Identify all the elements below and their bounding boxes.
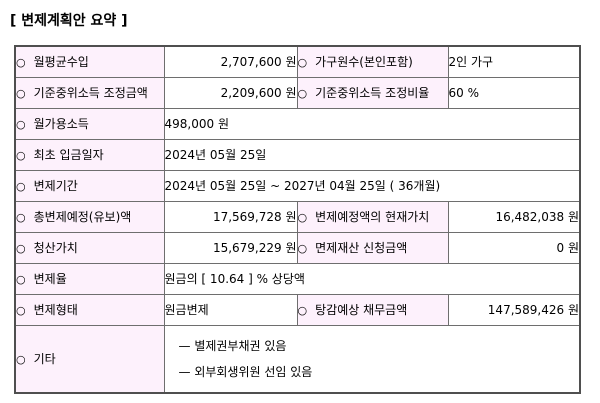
value-cell: 15,679,229 원 [163, 231, 298, 264]
circle-marker-icon: ○ [297, 56, 308, 70]
etc-notes: — 별제권부채권 있음 — 외부회생위원 선임 있음 [165, 337, 579, 380]
value-cell: 2,209,600 원 [163, 76, 298, 109]
row-median-income-adjusted-amount: ○ 기준중위소득 조정금액 2,209,600 원 ○ 기준중위소득 조정비율 60… [14, 76, 581, 109]
circle-marker-icon: ○ [16, 242, 26, 255]
label-text: 면제재산 신청금액 [315, 241, 408, 255]
label-cell: ○ 변제기간 [14, 169, 165, 202]
value-cell: 원금변제 [163, 293, 298, 326]
value-cell: 원금의 [ 10.64 ] % 상당액 [163, 262, 581, 295]
label-cell: ○ 변제율 [14, 262, 165, 295]
circle-marker-icon: ○ [297, 87, 308, 100]
row-etc: ○ 기타 — 별제권부채권 있음 — 외부회생위원 선임 있음 [14, 324, 581, 394]
label-text: 변제기간 [33, 179, 78, 193]
etc-note-line: — 외부회생위원 선임 있음 [178, 365, 313, 380]
label-cell: ○ 기타 [14, 324, 165, 394]
circle-marker-icon: ○ [16, 149, 26, 162]
label-text: 총변제예정(유보)액 [33, 210, 132, 224]
value-cell: 16,482,038 원 [447, 200, 581, 233]
label-cell: ○ 기준중위소득 조정금액 [14, 76, 165, 109]
circle-marker-icon: ○ [16, 304, 26, 317]
page-title: [ 변제계획안 요약 ] [10, 13, 128, 29]
circle-marker-icon: ○ [16, 118, 26, 131]
row-monthly-disposable-income: ○ 월가용소득 498,000 원 [14, 107, 581, 140]
label-cell: ○ 총변제예정(유보)액 [14, 200, 165, 233]
label-cell: ○ 면제재산 신청금액 [296, 231, 449, 264]
label-cell: ○ 월평균수입 [14, 45, 165, 78]
value-cell: 17,569,728 원 [163, 200, 298, 233]
repayment-plan-summary-table: ○ 월평균수입 2,707,600 원 ○ 가구원수(본인포함) 2인 가구 ○ 기준… [14, 45, 581, 394]
label-text: 기타 [33, 352, 56, 367]
circle-marker-icon: ○ [16, 353, 26, 367]
label-text: 최초 입금일자 [33, 148, 104, 162]
row-repayment-period: ○ 변제기간 2024년 05월 25일 ~ 2027년 04월 25일 ( 36… [14, 169, 581, 202]
label-cell: ○ 청산가치 [14, 231, 165, 264]
row-repayment-type: ○ 변제형태 원금변제 ○ 탕감예상 채무금액 147,589,426 원 [14, 293, 581, 326]
value-cell: 147,589,426 원 [447, 293, 581, 326]
label-text: 월가용소득 [33, 117, 89, 131]
value-cell: 0 원 [447, 231, 581, 264]
value-cell: 2,707,600 원 [163, 45, 298, 78]
label-cell: ○ 기준중위소득 조정비율 [296, 76, 449, 109]
circle-marker-icon: ○ [16, 180, 26, 193]
row-monthly-average-income: ○ 월평균수입 2,707,600 원 ○ 가구원수(본인포함) 2인 가구 [14, 45, 581, 78]
circle-marker-icon: ○ [16, 273, 26, 286]
label-text: 기준중위소득 조정비율 [315, 86, 430, 100]
label-cell: ○ 탕감예상 채무금액 [296, 293, 449, 326]
circle-marker-icon: ○ [297, 304, 308, 317]
label-cell: ○ 최초 입금일자 [14, 138, 165, 171]
label-text: 변제형태 [33, 303, 78, 317]
row-first-deposit-date: ○ 최초 입금일자 2024년 05월 25일 [14, 138, 581, 171]
value-cell: 2024년 05월 25일 ~ 2027년 04월 25일 ( 36개월) [163, 169, 581, 202]
label-text: 청산가치 [33, 241, 78, 255]
circle-marker-icon: ○ [297, 211, 308, 224]
label-text: 탕감예상 채무금액 [315, 303, 408, 317]
label-text: 월평균수입 [33, 55, 89, 70]
label-cell: ○ 변제형태 [14, 293, 165, 326]
label-text: 변제율 [33, 272, 67, 286]
value-cell: — 별제권부채권 있음 — 외부회생위원 선임 있음 [163, 324, 581, 394]
label-cell: ○ 변제예정액의 현재가치 [296, 200, 449, 233]
row-repayment-rate: ○ 변제율 원금의 [ 10.64 ] % 상당액 [14, 262, 581, 295]
value-cell: 60 % [447, 76, 581, 109]
value-cell: 2인 가구 [447, 45, 581, 78]
row-liquidation-value: ○ 청산가치 15,679,229 원 ○ 면제재산 신청금액 0 원 [14, 231, 581, 264]
label-text: 기준중위소득 조정금액 [33, 86, 148, 100]
etc-note-line: — 별제권부채권 있음 [178, 339, 287, 354]
label-cell: ○ 가구원수(본인포함) [296, 45, 449, 78]
label-text: 가구원수(본인포함) [315, 55, 413, 70]
value-cell: 498,000 원 [163, 107, 581, 140]
circle-marker-icon: ○ [16, 211, 26, 224]
circle-marker-icon: ○ [16, 56, 26, 70]
label-text: 변제예정액의 현재가치 [315, 210, 430, 224]
circle-marker-icon: ○ [16, 87, 26, 100]
circle-marker-icon: ○ [297, 242, 308, 255]
value-cell: 2024년 05월 25일 [163, 138, 581, 171]
row-total-expected-repayment: ○ 총변제예정(유보)액 17,569,728 원 ○ 변제예정액의 현재가치 16… [14, 200, 581, 233]
label-cell: ○ 월가용소득 [14, 107, 165, 140]
